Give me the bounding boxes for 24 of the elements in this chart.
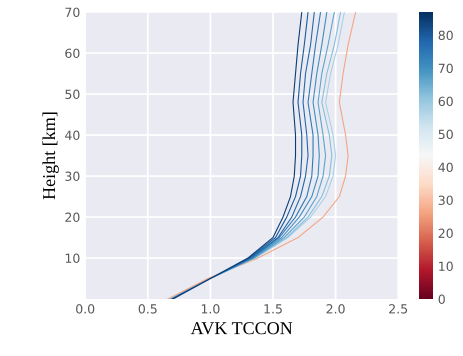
x-tick-label: 2.0 <box>326 304 345 314</box>
x-axis-title: AVK TCCON <box>190 322 292 334</box>
y-tick-label: 60 <box>65 48 80 58</box>
x-tick-label: 0.5 <box>138 304 157 314</box>
y-tick-label: 40 <box>65 130 80 140</box>
x-tick-label: 1.5 <box>264 304 282 314</box>
color-bar-label: 30 <box>438 196 453 206</box>
color-bar-label: 80 <box>438 30 453 40</box>
color-bar-label: 50 <box>438 130 453 140</box>
color-bar-label: 40 <box>438 162 453 172</box>
color-bar-label: 70 <box>438 64 453 74</box>
x-tick-label: 0.0 <box>76 304 94 314</box>
color-bar-label: 10 <box>439 262 453 271</box>
y-tick-label: 30 <box>65 172 80 181</box>
y-tick-label: 10 <box>66 254 80 263</box>
y-tick-label: 50 <box>65 90 80 100</box>
x-tick-label: 1.0 <box>202 304 220 314</box>
y-tick-label: 20 <box>65 212 80 222</box>
color-bar-label: 20 <box>438 228 453 238</box>
color-bar-label: 60 <box>438 96 453 106</box>
y-tick-label: 70 <box>65 8 80 18</box>
x-tick-label: 2.5 <box>389 304 408 314</box>
y-axis-title: Height [km] <box>42 112 59 200</box>
color-bar-label: 0 <box>438 294 445 304</box>
